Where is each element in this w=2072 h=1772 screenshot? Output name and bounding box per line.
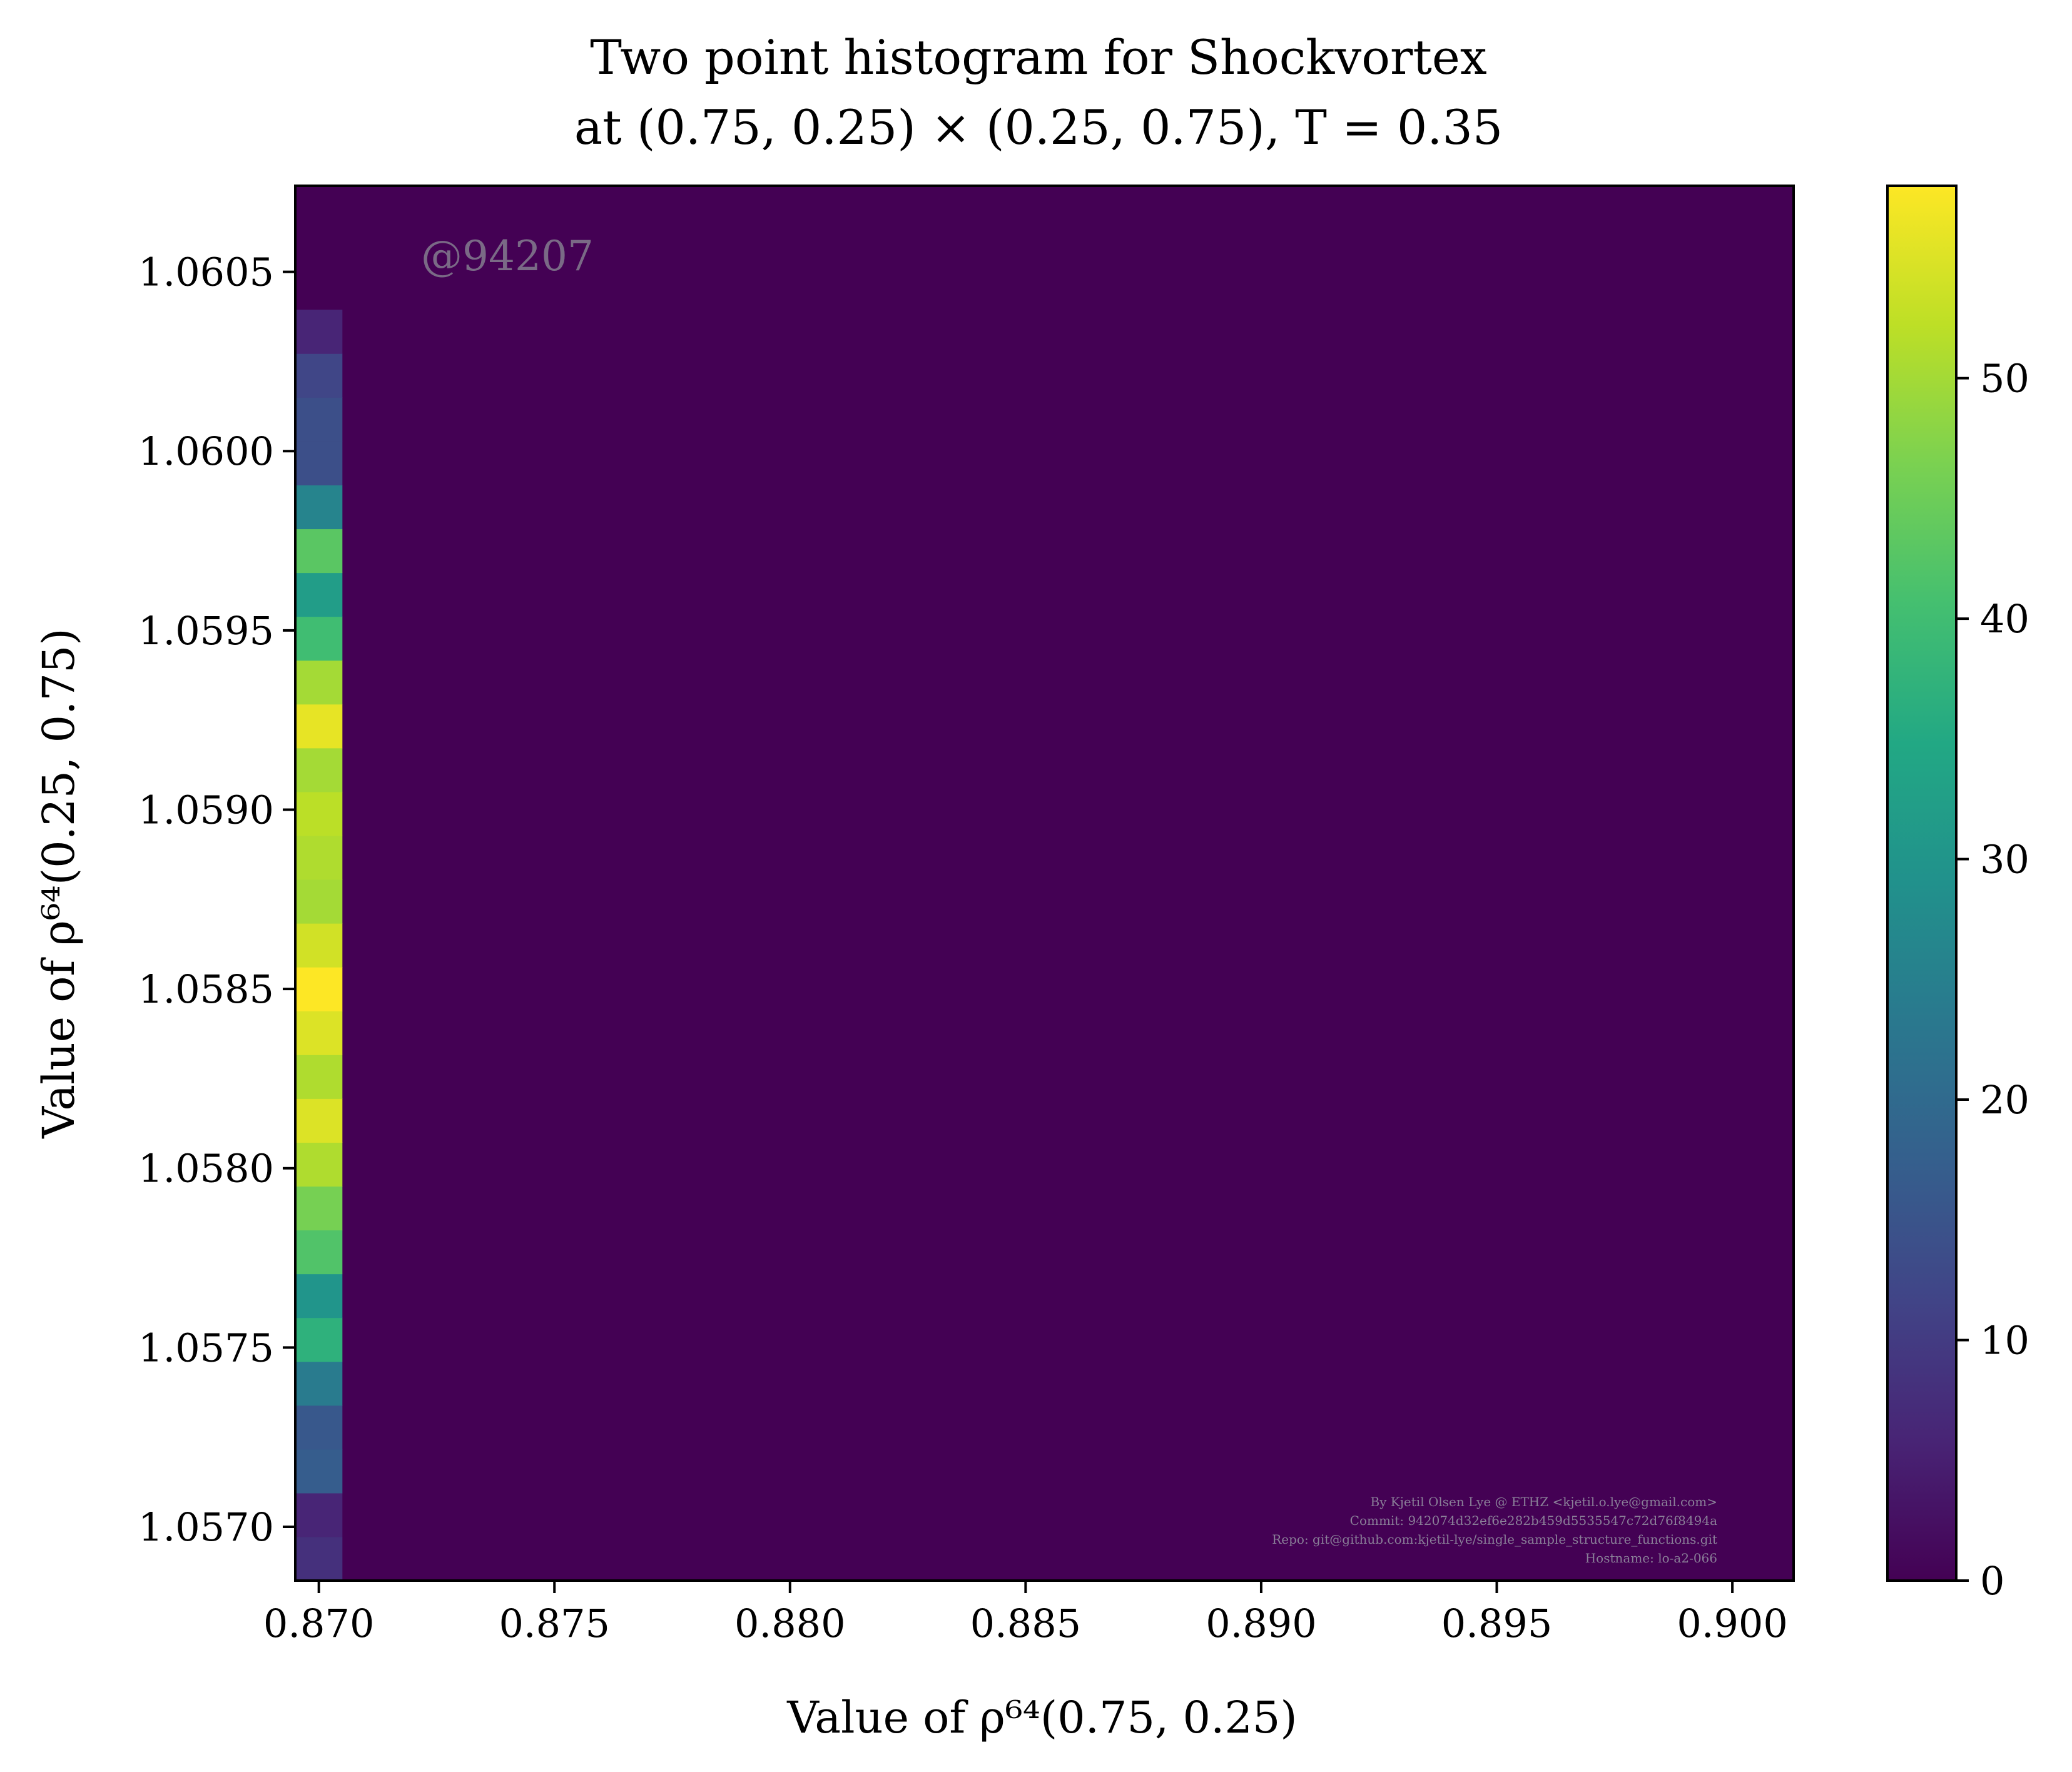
heatmap-bin [295,397,343,442]
x-tick-label: 0.875 [499,1601,610,1646]
x-tick-label: 0.895 [1441,1601,1553,1646]
heatmap-bins [295,310,343,1581]
heatmap-bin [295,1449,343,1494]
heatmap-bin [295,835,343,880]
colorbar-ticks: 0 10 20 30 40 50 [1956,356,2029,1604]
plot-frame [294,185,1795,1582]
heatmap-bin [295,1317,343,1362]
heatmap-background [295,186,1794,1581]
heatmap-bin [295,616,343,661]
colorbar-tick-label: 20 [1980,1077,2029,1123]
heatmap-bin [295,1011,343,1055]
heatmap-bin [295,1230,343,1275]
y-tick-label: 1.0585 [138,966,274,1012]
colorbar-tick-label: 50 [1980,356,2029,402]
y-axis-label: Value of ρ⁶⁴(0.25, 0.75) [33,628,84,1138]
heatmap-bin [295,967,343,1011]
heatmap-bin [295,1098,343,1143]
y-tick-label: 1.0570 [138,1504,274,1550]
chart-title-line-1: Two point histogram for Shockvortex [590,29,1487,85]
heatmap-bin [295,923,343,968]
y-tick-label: 1.0590 [138,787,274,833]
colorbar-tick-label: 0 [1980,1558,2004,1604]
heatmap-bin [295,660,343,705]
footer-text: By Kjetil Olsen Lye @ ETHZ <kjetil.o.lye… [1272,1494,1717,1566]
y-tick-label: 1.0580 [138,1146,274,1192]
colorbar: 0 10 20 30 40 50 [1886,185,2029,1604]
x-tick-label: 0.880 [734,1601,846,1646]
footer-commit: Commit: 942074d32ef6e282b459d5535547c72d… [1350,1513,1717,1528]
heatmap-bin [295,1055,343,1099]
footer-repo: Repo: git@github.com:kjetil-lye/single_s… [1272,1532,1717,1547]
heatmap-bin [295,791,343,836]
x-tick-label: 0.900 [1677,1601,1788,1646]
heatmap-bin [295,1361,343,1406]
colorbar-tick-label: 10 [1980,1318,2029,1364]
heatmap-bin [295,1405,343,1450]
y-tick-label: 1.0600 [138,428,274,474]
colorbar-tick-label: 40 [1980,596,2029,642]
watermark-text: @94207 [421,232,594,280]
heatmap-bin [295,353,343,398]
plot-area: @94207 By Kjetil Olsen Lye @ ETHZ <kjeti… [294,185,1795,1582]
y-tick-label: 1.0605 [138,250,274,295]
heatmap-bin [295,572,343,617]
heatmap-bin [295,1536,343,1581]
heatmap-bin [295,747,343,792]
y-axis: 1.0570 1.0575 1.0580 1.0585 1.0590 1.0595 1.06… [138,250,295,1550]
heatmap-bin [295,485,343,530]
heatmap-bin [295,1273,343,1319]
chart-title-line-2: at (0.75, 0.25) × (0.25, 0.75), T = 0.35 [574,99,1503,155]
x-axis: 0.870 0.875 0.880 0.885 0.890 0.895 0.900 [263,1581,1788,1646]
heatmap-bin [295,529,343,574]
x-tick-label: 0.885 [970,1601,1082,1646]
colorbar-gradient [1887,186,1956,1581]
y-tick-label: 1.0595 [138,608,274,654]
x-tick-label: 0.890 [1206,1601,1317,1646]
colorbar-frame [1886,185,1958,1582]
heatmap-bin [295,310,343,354]
heatmap-bin [295,1186,343,1231]
heatmap-bin [295,879,343,924]
footer-author: By Kjetil Olsen Lye @ ETHZ <kjetil.o.lye… [1370,1494,1717,1509]
heatmap-bin [295,441,343,485]
x-axis-label: Value of ρ⁶⁴(0.75, 0.25) [786,1692,1297,1743]
heatmap-bin [295,1492,343,1537]
heatmap-bin [295,704,343,749]
heatmap-bin [295,1142,343,1187]
footer-hostname: Hostname: lo-a2-066 [1585,1551,1717,1566]
colorbar-tick-label: 30 [1980,837,2029,883]
y-tick-label: 1.0575 [138,1325,274,1370]
x-tick-label: 0.870 [263,1601,375,1646]
